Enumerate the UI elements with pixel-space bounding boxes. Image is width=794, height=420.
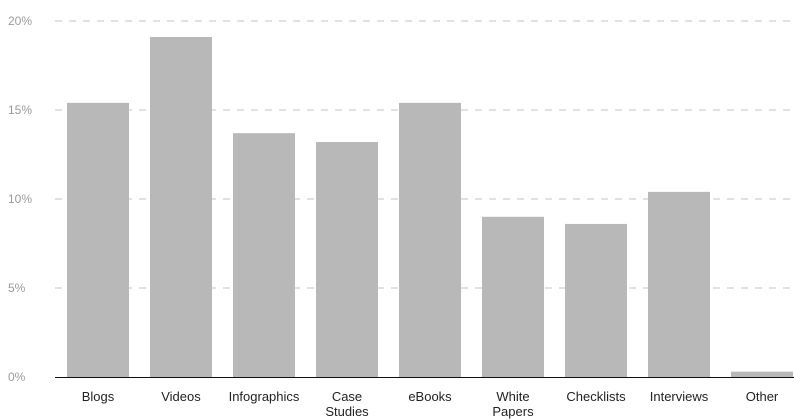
x-tick-label-line: White	[496, 389, 529, 404]
bar	[316, 142, 378, 377]
x-tick-label: White Papers	[492, 389, 534, 419]
bar	[233, 133, 295, 377]
x-tick-label-line: eBooks	[408, 389, 452, 404]
bar	[731, 371, 793, 377]
bar	[482, 216, 544, 377]
x-tick-label: Infographics	[229, 389, 300, 404]
x-tick-label-line: Blogs	[82, 389, 115, 404]
y-tick-label: 15%	[8, 103, 32, 117]
bar	[150, 37, 212, 378]
x-tick-label: Case Studies	[325, 389, 369, 419]
x-tick-label-line: Interviews	[650, 389, 709, 404]
x-tick-label: Other	[746, 389, 779, 404]
x-tick-label: Blogs	[82, 389, 115, 404]
bar	[399, 102, 461, 377]
x-tick-label-line: Videos	[161, 389, 201, 404]
bar	[648, 191, 710, 377]
x-tick-label-line: Checklists	[566, 389, 626, 404]
x-tick-label-line: Studies	[325, 404, 369, 419]
x-tick-label-line: Infographics	[229, 389, 300, 404]
x-tick-label-line: Case	[332, 389, 362, 404]
y-tick-label: 0%	[8, 370, 26, 384]
x-tick-label: eBooks	[408, 389, 452, 404]
y-tick-label: 5%	[8, 281, 26, 295]
y-tick-label: 10%	[8, 192, 32, 206]
x-tick-label-line: Papers	[492, 404, 534, 419]
x-tick-label: Interviews	[650, 389, 709, 404]
bar	[565, 223, 627, 377]
x-tick-label-line: Other	[746, 389, 779, 404]
x-tick-label: Checklists	[566, 389, 626, 404]
x-tick-label: Videos	[161, 389, 201, 404]
bar	[67, 102, 129, 377]
y-tick-label: 20%	[8, 14, 32, 28]
